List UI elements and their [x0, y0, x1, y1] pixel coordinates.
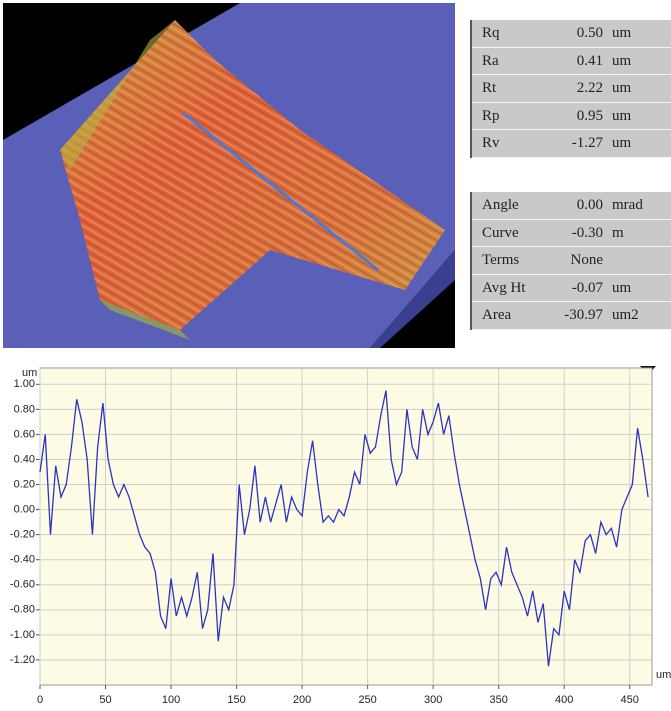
profile-chart: 1.00 0.80 0.60 0.40 0.20 0.00 -0.20 -0.40 -0.60 -…	[10, 367, 671, 706]
x-tick-label: 100	[162, 694, 180, 706]
y-tick-label: -0.20	[10, 529, 35, 541]
param-value: -0.30	[572, 220, 603, 247]
param-value: -0.07	[572, 275, 603, 302]
x-unit: um	[656, 669, 671, 681]
screen: 1.00 0.80 0.60 0.40 0.20 0.00 -0.20 -0.40 -0.60 -…	[0, 0, 671, 711]
y-tick-label: 0.80	[14, 403, 35, 415]
x-tick-label: 200	[293, 694, 311, 706]
param-name: Terms	[482, 247, 519, 274]
y-tick-label: -1.20	[10, 654, 35, 666]
param-value: 0.50	[577, 20, 603, 47]
param-value: 0.95	[577, 103, 603, 130]
y-tick-label: -1.00	[10, 629, 35, 641]
x-tick-label: 300	[424, 694, 442, 706]
plot-area	[40, 368, 652, 685]
param-value: 0.00	[577, 192, 603, 219]
parameters-table: Angle 0.00 mrad Curve -0.30 m Terms None Avg Ht -…	[470, 192, 671, 330]
y-tick-label: -0.60	[10, 579, 35, 591]
param-unit: um	[612, 75, 631, 102]
x-tick-label: 450	[621, 694, 639, 706]
param-name: Ra	[482, 48, 499, 75]
x-tick-label: 0	[37, 694, 43, 706]
param-name: Area	[482, 302, 511, 329]
x-tick-label: 400	[555, 694, 573, 706]
param-value: None	[571, 247, 604, 274]
table-row: Area -30.97 um2	[472, 302, 671, 330]
x-tick-label: 150	[227, 694, 245, 706]
table-row: Ra 0.41 um	[472, 48, 671, 76]
param-unit: um	[612, 275, 631, 302]
param-unit: um2	[612, 302, 639, 329]
param-value: 2.22	[577, 75, 603, 102]
table-row: Angle 0.00 mrad	[472, 192, 671, 220]
param-name: Rv	[482, 130, 500, 157]
param-unit: um	[612, 20, 631, 47]
param-value: -1.27	[572, 130, 603, 157]
table-row: Rp 0.95 um	[472, 103, 671, 131]
param-name: Avg Ht	[482, 275, 525, 302]
param-unit: um	[612, 48, 631, 75]
x-tick-label: 350	[489, 694, 507, 706]
y-unit: um	[22, 367, 37, 379]
table-row: Rv -1.27 um	[472, 130, 671, 158]
param-unit: mrad	[612, 192, 643, 219]
y-tick-label: 1.00	[14, 378, 35, 390]
y-tick-label: -0.40	[10, 554, 35, 566]
table-row: Avg Ht -0.07 um	[472, 275, 671, 303]
y-tick-label: 0.60	[14, 428, 35, 440]
param-unit: um	[612, 130, 631, 157]
param-name: Angle	[482, 192, 519, 219]
table-row: Curve -0.30 m	[472, 220, 671, 248]
y-tick-label: 0.20	[14, 478, 35, 490]
param-unit: m	[612, 220, 624, 247]
param-name: Rt	[482, 75, 496, 102]
param-value: 0.41	[577, 48, 603, 75]
y-tick-label: -0.80	[10, 604, 35, 616]
y-tick-label: 0.40	[14, 453, 35, 465]
table-row: Rt 2.22 um	[472, 75, 671, 103]
param-name: Rq	[482, 20, 500, 47]
x-tick-label: 50	[99, 694, 111, 706]
param-name: Curve	[482, 220, 519, 247]
x-tick-label: 250	[358, 694, 376, 706]
roughness-table: Rq 0.50 um Ra 0.41 um Rt 2.22 um Rp 0.95 um Rv -1.27 u…	[470, 20, 671, 158]
table-row: Terms None	[472, 247, 671, 275]
param-unit: um	[612, 103, 631, 130]
table-row: Rq 0.50 um	[472, 20, 671, 48]
param-name: Rp	[482, 103, 500, 130]
surface-3d-image	[3, 3, 455, 348]
y-tick-label: 0.00	[14, 503, 35, 515]
param-value: -30.97	[564, 302, 603, 329]
